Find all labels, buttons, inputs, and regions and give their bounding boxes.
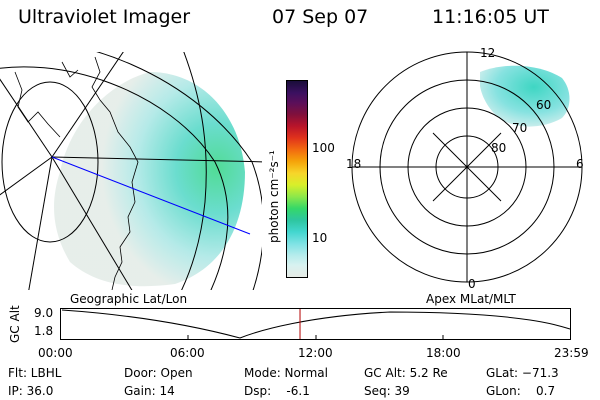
mlt-label-6: 6 [576,157,584,171]
coastline [91,56,139,290]
aurora-emission-geo [54,72,246,287]
geographic-map [0,52,262,290]
color-scale-bar [286,80,308,278]
ip-info: IP: 36.0 [8,384,54,398]
altitude-timeline [60,308,571,340]
mlt-label-18: 18 [346,157,362,171]
gc-alt-info: GC Alt: 5.2 Re [364,366,448,380]
altitude-curve [61,309,571,339]
timeline-xtick-0000: 00:00 [38,346,73,360]
door-info: Door: Open [124,366,193,380]
mlat-label-80: 80 [491,141,507,155]
mode-info: Mode: Normal [244,366,328,380]
timeline-ytick-top: 9.0 [34,306,54,320]
geo-panel-label: Geographic Lat/Lon [70,292,188,306]
instrument-title: Ultraviolet Imager [18,6,191,28]
aurora-emission-polar [480,65,570,127]
timeline-xtick-1800: 18:00 [426,346,461,360]
colorbar-tick-100: 100 [312,141,335,155]
mlt-label-12: 12 [480,46,496,60]
mlat-label-60: 60 [536,98,552,112]
timeline-ytick-bottom: 1.8 [34,324,54,338]
image-time: 11:16:05 UT [432,6,549,28]
timeline-ylabel: GC Alt [8,305,22,343]
lat-lon-grid [0,52,262,290]
polar-mlat-mlt-plot [351,51,583,283]
image-date: 07 Sep 07 [272,6,369,28]
mlat-label-70: 70 [512,121,528,135]
terminator-line [51,156,251,235]
filter-info: Flt: LBHL [8,366,62,380]
gain-info: Gain: 14 [124,384,175,398]
timeline-xtick-2359: 23:59 [554,346,589,360]
timeline-xtick-1200: 12:00 [298,346,333,360]
mlt-label-0: 0 [468,277,476,291]
dsp-info: Dsp: -6.1 [244,384,310,398]
glat-info: GLat: −71.3 [486,366,559,380]
timeline-xtick-0600: 06:00 [170,346,205,360]
colorbar-tick-10: 10 [312,231,328,245]
seq-info: Seq: 39 [364,384,410,398]
polar-panel-label: Apex MLat/MLT [426,292,516,306]
glon-info: GLon: 0.7 [486,384,556,398]
colorbar-unit-label: photon cm⁻²s⁻¹ [267,150,281,243]
